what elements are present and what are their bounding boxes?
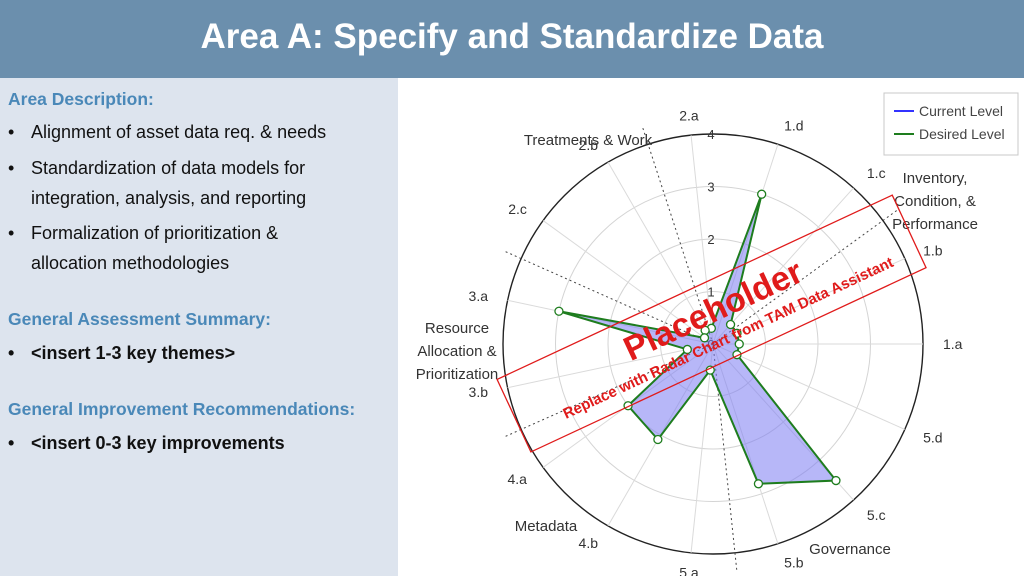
group-label: Resource xyxy=(425,320,489,337)
category-label: 3.b xyxy=(469,384,489,400)
data-point xyxy=(732,328,742,338)
radar-spoke xyxy=(690,135,714,345)
category-label: 4.b xyxy=(579,535,599,551)
radar-spoke xyxy=(712,343,906,430)
bullet-dot: • xyxy=(8,223,15,243)
category-label: 2.a xyxy=(679,107,699,123)
current-level-polygon xyxy=(558,193,838,485)
data-point xyxy=(725,319,736,330)
data-point xyxy=(554,306,564,316)
group-label: Performance xyxy=(892,216,978,233)
placeholder-box xyxy=(496,194,927,453)
radar-spoke xyxy=(607,161,714,345)
category-label: 2.b xyxy=(579,137,599,153)
group-label: Metadata xyxy=(515,518,578,535)
category-label: 1.c xyxy=(867,165,886,181)
group-divider-line xyxy=(712,343,738,571)
radar-spoke xyxy=(712,187,854,345)
left-panel: Area Description: • Alignment of asset d… xyxy=(0,78,398,576)
radial-tick-label: 2 xyxy=(707,232,714,247)
group-divider-line xyxy=(642,127,714,345)
area-description-heading: Area Description: xyxy=(8,89,154,109)
category-label: 3.a xyxy=(469,288,489,304)
legend-box xyxy=(883,92,1019,156)
group-label: Treatments & Work xyxy=(524,132,653,149)
group-label: Condition, & xyxy=(894,193,976,210)
data-point xyxy=(831,475,841,486)
data-point xyxy=(753,479,764,489)
bullet-dot: • xyxy=(8,433,15,453)
group-label: Prioritization xyxy=(416,366,499,383)
category-label: 1.d xyxy=(784,117,803,133)
description-text: Standardization of data models for integ… xyxy=(31,158,307,208)
description-text: Alignment of asset data req. & needs xyxy=(31,122,327,142)
description-item: • Alignment of asset data req. & needs xyxy=(8,118,378,148)
legend-label: Desired Level xyxy=(919,126,1005,142)
category-label: 1.b xyxy=(923,242,943,258)
data-point xyxy=(734,339,744,349)
radial-tick-label: 3 xyxy=(707,180,714,195)
radar-spoke xyxy=(712,258,906,345)
category-label: 5.d xyxy=(923,430,942,446)
title-bar: Area A: Specify and Standardize Data xyxy=(0,0,1024,78)
radar-spoke xyxy=(690,343,714,553)
category-label: 5.a xyxy=(679,565,699,576)
radar-spoke xyxy=(507,343,714,389)
description-item: • Formalization of prioritization & allo… xyxy=(8,219,378,278)
data-point xyxy=(757,189,767,199)
bullet-dot: • xyxy=(8,343,15,363)
category-label: 4.a xyxy=(507,471,527,487)
data-point xyxy=(699,333,710,343)
legend-label: Current Level xyxy=(919,103,1003,119)
radar-chart: 012341.a1.b1.c1.d2.a2.b2.c3.a3.b4.a4.b5.… xyxy=(416,92,1019,581)
assessment-summary-heading: General Assessment Summary: xyxy=(8,309,271,329)
summary-item: • <insert 1-3 key themes> xyxy=(8,339,378,369)
description-item: • Standardization of data models for int… xyxy=(8,154,378,213)
data-point xyxy=(653,434,663,445)
chart-area: 012341.a1.b1.c1.d2.a2.b2.c3.a3.b4.a4.b5.… xyxy=(398,78,1024,581)
page-title: Area A: Specify and Standardize Data xyxy=(200,17,824,56)
group-label: Governance xyxy=(809,541,891,558)
group-label: Allocation & xyxy=(417,343,496,360)
improvement-text: <insert 0-3 key improvements xyxy=(31,433,285,453)
improvement-recommendations-heading: General Improvement Recommendations: xyxy=(8,399,356,419)
group-divider-line xyxy=(712,209,898,345)
data-point xyxy=(682,344,692,355)
bullet-dot: • xyxy=(8,158,15,178)
radial-tick-label: 1 xyxy=(707,285,714,300)
summary-text: <insert 1-3 key themes> xyxy=(31,343,236,363)
description-text: Formalization of prioritization & alloca… xyxy=(31,223,279,273)
category-label: 5.b xyxy=(784,555,804,571)
category-label: 2.c xyxy=(508,201,527,217)
radial-tick-label: 4 xyxy=(707,127,714,142)
category-label: 1.a xyxy=(943,336,963,352)
radar-spoke xyxy=(542,220,714,345)
improvement-item: • <insert 0-3 key improvements xyxy=(8,429,378,459)
group-label: Inventory, xyxy=(903,170,968,187)
category-label: 5.c xyxy=(867,507,886,523)
bullet-dot: • xyxy=(8,122,15,142)
desired-level-polygon xyxy=(558,193,838,485)
